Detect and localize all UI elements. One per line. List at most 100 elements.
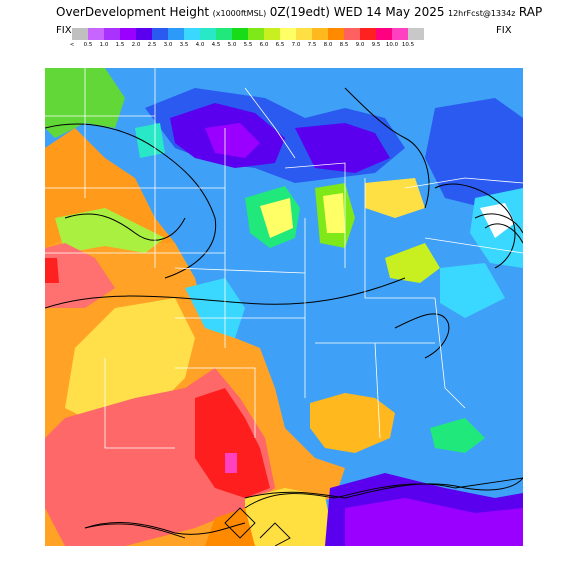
field-magenta-core — [225, 453, 237, 473]
legend-tick-label: 3.0 — [163, 42, 173, 48]
fix-label-left: FIX — [56, 25, 72, 36]
legend-swatch — [152, 28, 168, 40]
legend-tick-label: 2.5 — [147, 42, 157, 48]
state-border — [174, 267, 306, 274]
legend-tick-label: 10.5 — [401, 42, 415, 48]
legend-tick-label: 6.5 — [275, 42, 285, 48]
legend-swatch — [264, 28, 280, 40]
contour-line — [45, 123, 217, 279]
coastline — [84, 523, 186, 539]
legend-swatch — [376, 28, 392, 40]
field-yellow-indiana — [365, 178, 425, 218]
state-border — [104, 358, 175, 449]
color-legend — [72, 28, 424, 40]
coastlines — [84, 477, 523, 546]
field-yellow-iowa — [260, 198, 293, 238]
legend-tick-label: 7.5 — [307, 42, 317, 48]
field-violet-gulf — [345, 498, 523, 546]
field-purple-greatlakes — [295, 123, 390, 173]
legend-tick-label: 1.5 — [115, 42, 125, 48]
legend-tick-label: 7.0 — [291, 42, 301, 48]
legend-low-marker: < — [69, 42, 75, 48]
title-units: (x1000ftMSL) — [212, 9, 267, 18]
field-yellow-gulf — [245, 488, 335, 546]
legend-tick-label: 6.0 — [259, 42, 269, 48]
legend-tick-label: 0.5 — [83, 42, 93, 48]
legend-tick-label: 4.0 — [195, 42, 205, 48]
field-red-westedge — [45, 258, 59, 283]
field-cyan-plains — [185, 278, 245, 338]
legend-swatch — [408, 28, 424, 40]
legend-tick-label: 3.5 — [179, 42, 189, 48]
legend-swatch — [88, 28, 104, 40]
legend-tick-label: 5.0 — [227, 42, 237, 48]
legend-swatch — [72, 28, 88, 40]
state-border — [404, 177, 523, 189]
legend-swatch — [296, 28, 312, 40]
field-red-texas — [195, 388, 270, 498]
field-white-east — [480, 203, 515, 238]
legend-tick-label: 9.0 — [355, 42, 365, 48]
title-forecast: 12hrFcst@1334z — [448, 9, 516, 18]
legend-swatch — [232, 28, 248, 40]
field-green-kentucky — [385, 243, 440, 283]
map-panel — [45, 68, 523, 546]
legend-tick-label: 9.5 — [371, 42, 381, 48]
contour-line — [344, 87, 430, 209]
state-border — [364, 178, 435, 299]
legend-tick-labels: < 0.5 1.0 1.5 2.0 2.5 3.0 3.5 4.0 4.5 5.0 5.5 6.0 6.… — [64, 42, 504, 52]
field-green-band — [55, 208, 165, 253]
fix-label-right: FIX — [496, 25, 512, 36]
legend-tick-label: 4.5 — [211, 42, 221, 48]
contour-line — [64, 213, 186, 241]
legend-swatch — [136, 28, 152, 40]
legend-tick-label: 10.0 — [385, 42, 399, 48]
state-border — [284, 162, 346, 268]
legend-swatch — [360, 28, 376, 40]
field-cyan-appalachia — [440, 263, 505, 318]
title-main: OverDevelopment Height — [56, 5, 210, 19]
legend-swatch — [392, 28, 408, 40]
legend-swatch — [200, 28, 216, 40]
contour-line — [474, 213, 523, 234]
field-orange-southeast — [310, 393, 395, 453]
contour-lines — [45, 87, 523, 535]
contour-line — [434, 183, 516, 269]
legend-swatch — [120, 28, 136, 40]
legend-tick-label: 5.5 — [243, 42, 253, 48]
contour-line — [45, 277, 406, 309]
overdevelopment-height-map — [45, 68, 523, 546]
legend-swatch — [184, 28, 200, 40]
legend-tick-label: 1.0 — [99, 42, 109, 48]
coastline — [224, 507, 256, 539]
state-borders — [45, 68, 523, 449]
field-green-carolina — [430, 418, 485, 453]
state-border — [244, 87, 296, 159]
contour-line — [244, 477, 523, 499]
legend-swatch — [312, 28, 328, 40]
title-model: RAP — [518, 5, 543, 19]
legend-tick-label: 8.5 — [339, 42, 349, 48]
legend-swatch — [280, 28, 296, 40]
field-yellow-illinois — [323, 193, 345, 233]
contour-line — [84, 522, 246, 535]
field-pink-west — [45, 243, 115, 308]
field-teal-dakotas — [135, 123, 165, 158]
state-border — [374, 342, 381, 439]
contour-line — [394, 313, 450, 359]
legend-swatch — [104, 28, 120, 40]
legend-swatch — [344, 28, 360, 40]
legend-swatch — [168, 28, 184, 40]
legend-swatch — [216, 28, 232, 40]
contour-line — [484, 223, 523, 244]
field-violet-north — [205, 123, 260, 158]
map-title: OverDevelopment Height (x1000ftMSL) 0Z(1… — [56, 5, 542, 19]
title-time: 0Z(19edt) WED 14 May 2025 — [269, 5, 445, 19]
state-border — [424, 237, 523, 254]
legend-swatch — [328, 28, 344, 40]
coastline — [244, 477, 523, 509]
coastline — [259, 522, 291, 546]
legend-tick-label: 2.0 — [131, 42, 141, 48]
legend-swatch — [248, 28, 264, 40]
state-border — [434, 297, 466, 409]
